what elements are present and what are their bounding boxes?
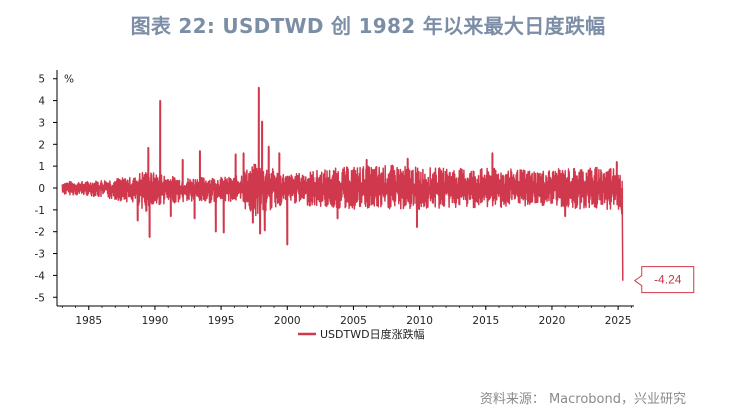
y-tick-label: -2 — [35, 227, 45, 239]
x-tick-label: 1995 — [208, 315, 235, 327]
source-note: 资料来源： Macrobond，兴业研究 — [479, 392, 686, 407]
y-tick-label: -1 — [35, 205, 45, 217]
x-tick-label: 2000 — [274, 315, 301, 327]
y-tick-label: -4 — [35, 270, 46, 282]
last-value-callout-box — [633, 266, 695, 294]
x-tick-label: 2025 — [605, 315, 632, 327]
x-tick-label: 2010 — [406, 315, 433, 327]
y-tick-label: -3 — [35, 249, 45, 261]
y-tick-label: 4 — [38, 96, 45, 108]
x-tick-label: 2015 — [472, 315, 499, 327]
y-tick-label: 0 — [38, 183, 45, 195]
series-line-usdtwd — [61, 86, 624, 281]
y-unit-label: % — [64, 74, 74, 86]
legend-label: USDTWD日度涨跌幅 — [320, 327, 425, 341]
chart-title: 图表 22: USDTWD 创 1982 年以来最大日度跌幅 — [130, 14, 606, 38]
last-value-callout-label: -4.24 — [654, 273, 682, 287]
y-tick-label: -5 — [35, 292, 45, 304]
x-tick-label: 2020 — [539, 315, 566, 327]
y-tick-label: 5 — [38, 74, 45, 86]
y-tick-label: 1 — [38, 161, 45, 173]
x-tick-label: 1985 — [75, 315, 102, 327]
y-tick-label: 2 — [38, 139, 45, 151]
x-tick-label: 1990 — [142, 315, 169, 327]
y-tick-label: 3 — [38, 117, 45, 129]
x-tick-label: 2005 — [340, 315, 367, 327]
